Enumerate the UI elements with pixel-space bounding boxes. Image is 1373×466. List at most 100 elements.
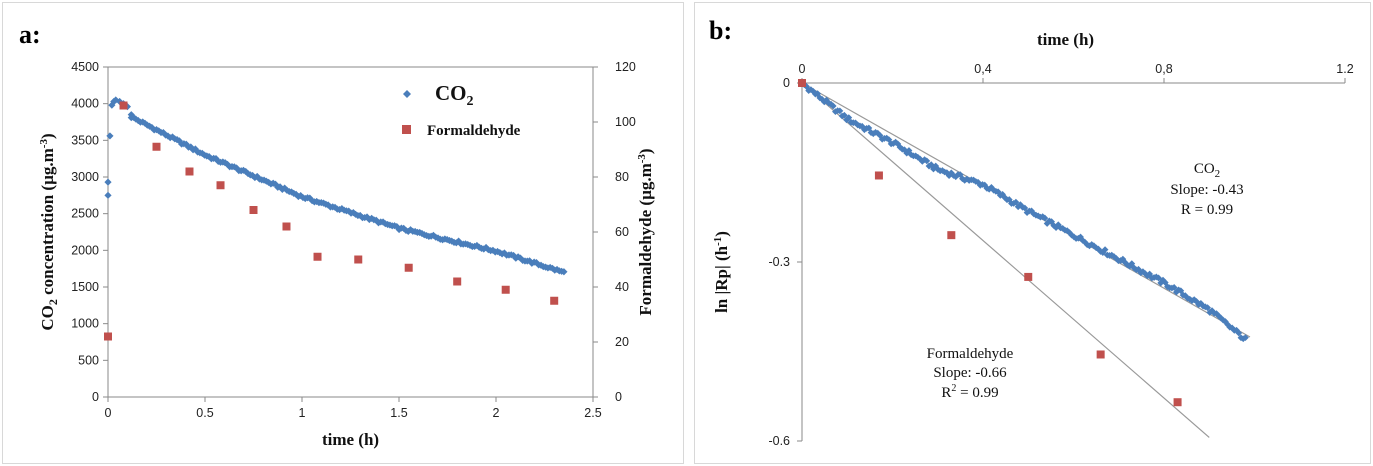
legend-co2-marker	[403, 90, 411, 98]
co2-point	[970, 176, 977, 184]
co2-point	[959, 175, 966, 183]
co2-point	[994, 188, 1002, 196]
co2-point	[927, 161, 935, 169]
co2-point	[1206, 309, 1214, 316]
y-left-tick-label: 4000	[71, 97, 99, 111]
co2-point	[104, 191, 112, 199]
y-axis-title: ln |Rp| (h-1)	[712, 231, 731, 313]
co2-point	[395, 225, 403, 234]
co2-point	[876, 132, 884, 139]
co2-point	[829, 102, 837, 110]
co2-point	[961, 176, 969, 184]
co2-point	[331, 203, 339, 211]
x-tick-label: 2.5	[584, 406, 601, 420]
co2-point	[372, 216, 380, 224]
formaldehyde-point	[550, 296, 559, 305]
co2-point	[548, 264, 557, 272]
co2-point	[108, 101, 116, 109]
plot-frame	[107, 66, 594, 398]
y-left-tick-label: 500	[78, 353, 99, 367]
co2-point	[963, 175, 971, 183]
formaldehyde-point	[453, 277, 462, 286]
formaldehyde-point	[152, 142, 161, 151]
co2-point	[845, 114, 853, 122]
co2-point	[1121, 259, 1129, 266]
y-right-tick-label: 80	[615, 170, 629, 184]
formaldehyde-point	[501, 285, 510, 294]
formaldehyde-point	[947, 231, 956, 240]
y-left-tick-label: 2000	[71, 243, 99, 257]
formaldehyde-point	[185, 167, 194, 176]
x-tick-label: 0.5	[196, 406, 213, 420]
co2-point	[869, 130, 877, 138]
legend-formaldehyde-marker	[402, 125, 411, 134]
x-tick-label: 2	[493, 406, 500, 420]
x-tick-label: 1	[299, 406, 306, 420]
co2-point	[852, 119, 859, 127]
formaldehyde-point	[1173, 398, 1182, 407]
x-tick-label: 1.2	[1336, 62, 1353, 76]
formaldehyde-point	[404, 263, 413, 272]
formaldehyde-annotation-r: R2 = 0.99	[941, 383, 998, 401]
co2-point	[836, 107, 844, 115]
co2-point	[1213, 310, 1220, 318]
co2-point	[1159, 276, 1167, 284]
formaldehyde-annotation-slope: Slope: -0.66	[933, 365, 1007, 381]
x-tick-label: 1.5	[390, 406, 407, 420]
formaldehyde-point	[798, 79, 806, 87]
co2-point	[553, 265, 561, 274]
co2-annotation-name: CO2	[1194, 161, 1220, 180]
co2-point	[985, 185, 993, 193]
co2-point	[1219, 316, 1227, 324]
y-left-axis-title: CO2 concentration (µg.m-3)	[38, 133, 60, 330]
y-left-tick-label: 3500	[71, 133, 99, 147]
y-tick-label: -0.6	[768, 434, 790, 448]
co2-point	[500, 249, 508, 257]
formaldehyde-point	[354, 255, 363, 264]
x-tick-label: 0	[799, 62, 806, 76]
co2-point	[1155, 274, 1162, 282]
y-left-tick-label: 1500	[71, 280, 99, 294]
co2-point	[816, 94, 824, 102]
y-left-tick-label: 2500	[71, 207, 99, 221]
co2-point	[512, 254, 520, 262]
y-left-tick-label: 0	[92, 390, 99, 404]
co2-point	[956, 171, 964, 179]
co2-point	[840, 111, 848, 119]
legend-formaldehyde-label: Formaldehyde	[427, 123, 521, 139]
formaldehyde-fit-line	[801, 82, 1210, 438]
co2-point	[943, 169, 951, 177]
y-left-tick-label: 3000	[71, 170, 99, 184]
co2-point	[1088, 241, 1096, 248]
co2-point	[455, 237, 463, 245]
formaldehyde-point	[313, 252, 322, 261]
co2-point	[393, 222, 401, 231]
co2-point	[865, 124, 873, 132]
co2-point	[874, 129, 882, 137]
y-left-tick-label: 4500	[71, 60, 99, 74]
co2-point	[271, 180, 280, 188]
y-tick-label: 0	[783, 76, 790, 90]
co2-point	[1092, 244, 1100, 252]
panel-b: b: 0 0,4 0,8 1.2 0 -0.3 -0.6 time (h) ln |Rp| (h…	[694, 2, 1371, 464]
formaldehyde-point	[104, 332, 112, 341]
formaldehyde-point	[119, 101, 128, 110]
panel-label: b:	[709, 16, 732, 45]
co2-point	[988, 183, 995, 191]
co2-point	[1242, 334, 1249, 342]
co2-point	[803, 83, 810, 90]
co2-point	[560, 268, 568, 276]
co2-point	[945, 172, 953, 180]
y-right-tick-label: 40	[615, 280, 629, 294]
formaldehyde-point	[282, 222, 291, 231]
formaldehyde-point	[1024, 272, 1033, 281]
co2-formaldehyde-chart: a: 0500100015002000250030003500400045000…	[19, 20, 655, 449]
co2-point	[1204, 304, 1211, 312]
co2-point	[809, 87, 817, 95]
co2-point	[106, 132, 114, 140]
x-tick-label: 0,4	[974, 62, 991, 76]
y-left-tick-label: 1000	[71, 317, 99, 331]
co2-point	[525, 257, 534, 265]
panel-a: a: 0 500 1000 1500 2000 2500 3000 3500 4000 4500 0…	[2, 2, 684, 464]
co2-point	[1141, 270, 1149, 277]
